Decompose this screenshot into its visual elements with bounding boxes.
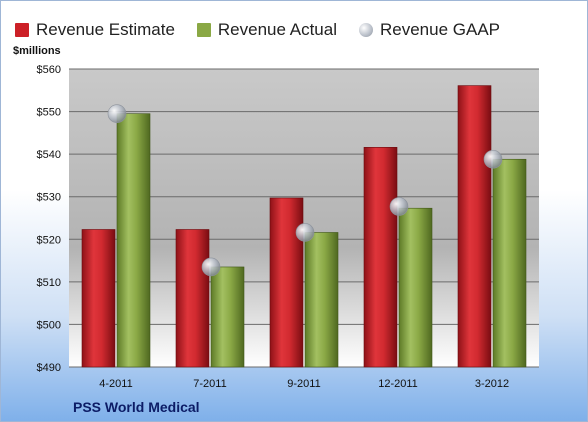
- y-tick-label: $560: [37, 64, 61, 76]
- bar-revenue-actual: [398, 207, 433, 368]
- legend-item-actual: Revenue Actual: [196, 20, 337, 40]
- x-tick-label: 12-2011: [378, 378, 418, 390]
- legend-label-actual: Revenue Actual: [217, 20, 337, 39]
- marker-revenue-gaap: [483, 149, 503, 169]
- legend-item-gaap: Revenue GAAP: [359, 20, 500, 40]
- legend-swatch-actual: [196, 23, 211, 37]
- bar-revenue-actual: [116, 113, 151, 368]
- y-tick-label: $540: [37, 149, 61, 161]
- company-name: PSS World Medical: [73, 399, 200, 415]
- legend-item-estimate: Revenue Estimate: [15, 20, 175, 40]
- bar-revenue-actual: [304, 232, 339, 368]
- legend: Revenue Estimate Revenue Actual Revenue …: [15, 17, 522, 43]
- x-tick-label: 4-2011: [99, 378, 132, 390]
- legend-label-gaap: Revenue GAAP: [380, 20, 501, 39]
- marker-revenue-gaap: [295, 223, 315, 242]
- y-tick-label: $510: [37, 277, 61, 289]
- y-tick-label: $520: [37, 234, 61, 246]
- legend-swatch-estimate: [15, 23, 29, 37]
- legend-swatch-gaap: [359, 23, 373, 37]
- y-axis-unit-label: $millions: [13, 45, 61, 57]
- bar-revenue-actual: [210, 266, 245, 368]
- bar-revenue-actual: [492, 158, 527, 368]
- x-tick-label: 7-2011: [193, 378, 226, 390]
- bar-revenue-estimate: [363, 147, 398, 368]
- legend-label-estimate: Revenue Estimate: [36, 20, 175, 39]
- x-tick-label: 3-2012: [475, 378, 509, 390]
- x-tick-label: 9-2011: [287, 378, 320, 390]
- bar-revenue-estimate: [175, 229, 210, 368]
- y-tick-label: $490: [37, 362, 61, 374]
- marker-revenue-gaap: [389, 197, 409, 216]
- y-tick-label: $500: [37, 319, 61, 331]
- y-tick-label: $550: [37, 107, 61, 119]
- bar-revenue-estimate: [457, 85, 492, 368]
- bar-revenue-estimate: [269, 197, 304, 368]
- marker-revenue-gaap: [201, 257, 221, 277]
- bar-revenue-estimate: [81, 229, 116, 368]
- y-tick-label: $530: [37, 192, 61, 204]
- marker-revenue-gaap: [107, 104, 127, 123]
